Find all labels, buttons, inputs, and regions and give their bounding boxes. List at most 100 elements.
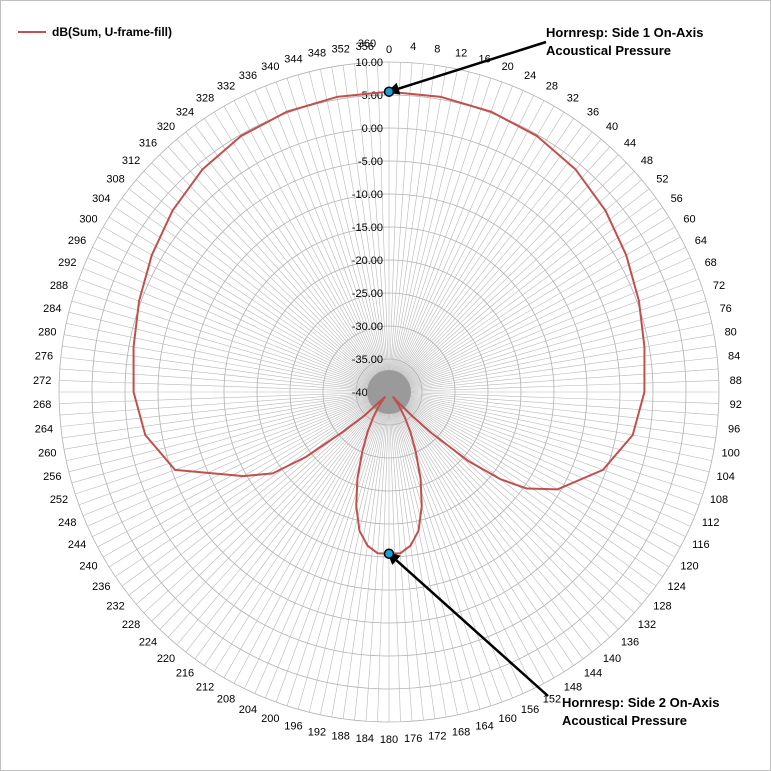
grid-spoke (75, 289, 390, 393)
angle-tick-label: 180 (380, 734, 398, 746)
angle-tick-label: 348 (308, 48, 326, 60)
grid-spoke (92, 247, 390, 393)
grid-spoke (97, 236, 390, 393)
angle-tick-label: 8 (434, 43, 440, 55)
angle-tick-label: 128 (653, 601, 671, 613)
grid-spoke (121, 197, 390, 393)
grid-spoke (213, 391, 390, 673)
grid-spoke (68, 391, 390, 473)
angle-tick-label: 304 (92, 193, 110, 205)
grid-spoke (388, 391, 712, 461)
radial-tick-label: -25.00 (352, 288, 383, 300)
grid-spoke (388, 90, 524, 393)
grid-spoke (388, 257, 691, 393)
grid-spoke (176, 391, 390, 645)
grid-spoke (388, 74, 481, 393)
grid-spoke (388, 179, 642, 393)
grid-spoke (388, 391, 470, 713)
grid-spoke (115, 207, 390, 393)
grid-spoke (388, 154, 619, 393)
grid-spoke (388, 78, 492, 393)
grid-spoke (388, 118, 574, 393)
grid-spoke (388, 106, 555, 393)
angle-tick-label: 120 (680, 561, 698, 573)
angle-tick-label: 20 (502, 61, 514, 73)
grid-spoke (388, 146, 611, 393)
annotation-arrow-side1 (386, 40, 547, 95)
grid-spoke (388, 69, 458, 393)
radial-tick-label: -30.00 (352, 321, 383, 333)
grid-spoke (59, 368, 390, 393)
grid-spoke (388, 391, 574, 666)
angle-tick-label: 84 (728, 351, 740, 363)
grid-spoke (388, 207, 663, 393)
angle-tick-label: 300 (79, 214, 97, 226)
angle-tick-label: 32 (567, 93, 579, 105)
grid-spoke (388, 391, 545, 684)
angle-tick-label: 108 (710, 494, 728, 506)
grid-spoke (388, 391, 718, 427)
grid-spoke (78, 391, 390, 506)
grid-spoke (87, 257, 390, 393)
grid-spoke (388, 391, 670, 568)
grid-spoke (388, 391, 691, 527)
grid-spoke (388, 62, 413, 393)
angle-tick-label: 184 (356, 733, 374, 745)
grid-spoke (388, 226, 675, 393)
angle-tick-label: 140 (603, 653, 621, 665)
angle-tick-label: 104 (717, 471, 735, 483)
grid-spoke (388, 357, 718, 393)
legend: dB(Sum, U-frame-fill) (18, 25, 172, 39)
grid-spoke (60, 357, 390, 393)
grid-spoke (388, 391, 710, 473)
annotation-label-side1: Hornresp: Side 1 On-Axis (546, 25, 703, 40)
angle-tick-label: 228 (122, 619, 140, 631)
grid-spoke (388, 391, 436, 719)
grid-spoke (254, 391, 390, 694)
angle-tick-label: 268 (33, 399, 51, 411)
grid-spoke (354, 391, 390, 721)
grid-spoke (388, 236, 681, 393)
grid-spoke (388, 368, 719, 393)
grid-spoke (377, 391, 390, 722)
grid-spoke (388, 391, 524, 694)
grid-spoke (388, 170, 635, 393)
angle-tick-label: 200 (261, 713, 279, 725)
grid-spoke (68, 311, 390, 393)
grid-spoke (354, 63, 390, 393)
grid-spoke (388, 391, 686, 537)
angle-tick-label: 64 (695, 235, 707, 247)
angle-tick-label: 132 (638, 619, 656, 631)
angle-tick-label: 112 (702, 517, 720, 529)
grid-spoke (388, 391, 675, 558)
grid-spoke (388, 300, 707, 393)
angle-tick-label: 148 (564, 681, 582, 693)
grid-spoke (63, 391, 390, 450)
grid-spoke (213, 111, 390, 393)
angle-tick-label: 160 (499, 713, 517, 725)
grid-spoke (159, 391, 390, 630)
angle-tick-label: 204 (239, 704, 257, 716)
grid-spoke (159, 154, 390, 393)
radial-tick-label: -15.00 (352, 222, 383, 234)
grid-spoke (388, 62, 401, 393)
angle-tick-label: 192 (308, 726, 326, 738)
angle-tick-label: 12 (455, 48, 467, 60)
angle-tick-label: 68 (705, 257, 717, 269)
angle-tick-label: 216 (176, 668, 194, 680)
angle-tick-label: 156 (521, 704, 539, 716)
grid-spoke (297, 74, 390, 393)
grid-spoke (63, 334, 390, 393)
grid-spoke (388, 391, 492, 706)
angle-tick-label: 56 (671, 193, 683, 205)
grid-spoke (297, 391, 390, 710)
grid-spoke (223, 391, 390, 678)
angle-tick-label: 60 (683, 214, 695, 226)
angle-tick-label: 232 (106, 601, 124, 613)
grid-spoke (103, 391, 390, 558)
grid-spoke (365, 391, 390, 722)
grid-spoke (62, 345, 390, 393)
grid-spoke (71, 391, 390, 484)
grid-spoke (185, 391, 390, 653)
angle-tick-label: 96 (728, 423, 740, 435)
